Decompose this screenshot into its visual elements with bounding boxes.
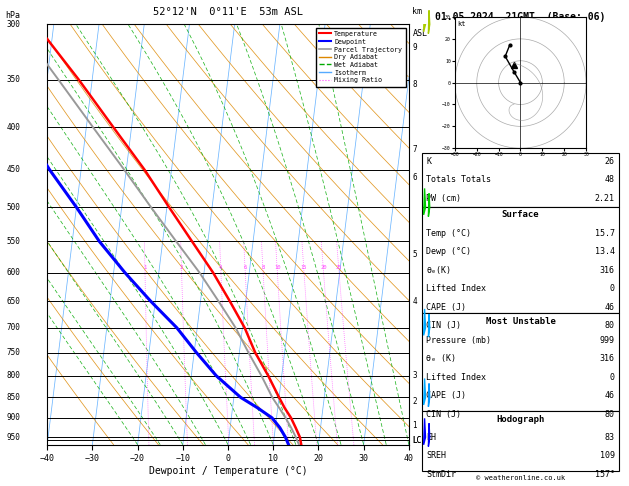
Text: 700: 700 [6, 323, 20, 332]
X-axis label: Dewpoint / Temperature (°C): Dewpoint / Temperature (°C) [148, 466, 308, 476]
Text: 8: 8 [413, 80, 417, 89]
Bar [423, 153, 619, 207]
Text: Lifted Index: Lifted Index [426, 284, 486, 294]
Text: 7: 7 [413, 144, 417, 154]
Polygon shape [428, 314, 430, 337]
Text: 400: 400 [6, 123, 20, 132]
Text: 999: 999 [599, 336, 615, 345]
Polygon shape [424, 5, 425, 32]
Text: 750: 750 [6, 348, 20, 357]
Text: Most Unstable: Most Unstable [486, 317, 555, 327]
Text: 9: 9 [413, 43, 417, 52]
Text: 950: 950 [6, 433, 20, 442]
Text: 800: 800 [6, 371, 20, 380]
Text: 2: 2 [413, 397, 417, 406]
Text: θₑ (K): θₑ (K) [426, 354, 457, 364]
Text: Pressure (mb): Pressure (mb) [426, 336, 491, 345]
Text: 25: 25 [336, 264, 342, 270]
Text: km: km [413, 7, 423, 16]
Text: 8: 8 [261, 264, 265, 270]
Text: 46: 46 [604, 391, 615, 400]
Text: 13.4: 13.4 [594, 247, 615, 257]
Text: CIN (J): CIN (J) [426, 321, 462, 330]
Polygon shape [424, 379, 425, 405]
Polygon shape [424, 189, 425, 215]
Text: Hodograph: Hodograph [496, 415, 545, 424]
Text: 4: 4 [413, 297, 417, 306]
Text: 300: 300 [6, 20, 20, 29]
Text: 1: 1 [413, 421, 417, 430]
Text: 48: 48 [604, 175, 615, 185]
Text: 0: 0 [610, 284, 615, 294]
Text: 46: 46 [604, 303, 615, 312]
Text: 900: 900 [6, 414, 20, 422]
Text: 157°: 157° [594, 470, 615, 479]
Text: 316: 316 [599, 354, 615, 364]
Text: SREH: SREH [426, 451, 447, 461]
Text: 550: 550 [6, 237, 20, 246]
Text: LCL: LCL [413, 436, 426, 445]
Text: CAPE (J): CAPE (J) [426, 391, 467, 400]
Text: 316: 316 [599, 266, 615, 275]
Text: Surface: Surface [502, 210, 539, 220]
Text: 109: 109 [599, 451, 615, 461]
Text: 20: 20 [320, 264, 326, 270]
Text: 2.21: 2.21 [594, 194, 615, 203]
Text: 2: 2 [180, 264, 183, 270]
Bar [423, 411, 619, 471]
Bar [423, 313, 619, 411]
Text: 6: 6 [243, 264, 247, 270]
Text: © weatheronline.co.uk: © weatheronline.co.uk [476, 475, 565, 481]
Text: 15: 15 [301, 264, 307, 270]
Text: PW (cm): PW (cm) [426, 194, 462, 203]
Text: Totals Totals: Totals Totals [426, 175, 491, 185]
Text: 1: 1 [143, 264, 147, 270]
Text: 350: 350 [6, 75, 20, 84]
Text: EH: EH [426, 433, 437, 442]
Text: 80: 80 [604, 410, 615, 419]
Text: CIN (J): CIN (J) [426, 410, 462, 419]
Text: 4: 4 [219, 264, 223, 270]
Polygon shape [424, 309, 425, 335]
Legend: Temperature, Dewpoint, Parcel Trajectory, Dry Adiabat, Wet Adiabat, Isotherm, Mi: Temperature, Dewpoint, Parcel Trajectory… [316, 28, 406, 87]
Text: 5: 5 [413, 250, 417, 259]
Text: hPa: hPa [5, 11, 20, 20]
Polygon shape [424, 418, 425, 445]
Text: 01.05.2024  21GMT  (Base: 06): 01.05.2024 21GMT (Base: 06) [435, 12, 606, 22]
Text: kt: kt [457, 21, 465, 27]
Text: 3: 3 [413, 371, 417, 380]
Text: 0: 0 [610, 373, 615, 382]
Text: 6: 6 [413, 173, 417, 182]
Text: 80: 80 [604, 321, 615, 330]
Polygon shape [428, 193, 430, 217]
Text: Dewp (°C): Dewp (°C) [426, 247, 472, 257]
Text: 52°12'N  0°11'E  53m ASL: 52°12'N 0°11'E 53m ASL [153, 7, 303, 17]
Polygon shape [428, 423, 430, 447]
Text: CAPE (J): CAPE (J) [426, 303, 467, 312]
Text: 500: 500 [6, 203, 20, 212]
Text: ASL: ASL [413, 29, 428, 37]
Text: 450: 450 [6, 165, 20, 174]
Text: 650: 650 [6, 297, 20, 306]
Text: K: K [426, 157, 431, 166]
Bar [423, 207, 619, 313]
Text: 83: 83 [604, 433, 615, 442]
Polygon shape [428, 383, 430, 407]
Text: LCL: LCL [413, 436, 426, 445]
Text: 850: 850 [6, 393, 20, 402]
Text: 15.7: 15.7 [594, 229, 615, 238]
Text: 26: 26 [604, 157, 615, 166]
Text: θₑ(K): θₑ(K) [426, 266, 452, 275]
Polygon shape [428, 10, 430, 34]
Text: StmDir: StmDir [426, 470, 457, 479]
Text: 600: 600 [6, 268, 20, 277]
Text: Lifted Index: Lifted Index [426, 373, 486, 382]
Text: 10: 10 [274, 264, 281, 270]
Text: Temp (°C): Temp (°C) [426, 229, 472, 238]
